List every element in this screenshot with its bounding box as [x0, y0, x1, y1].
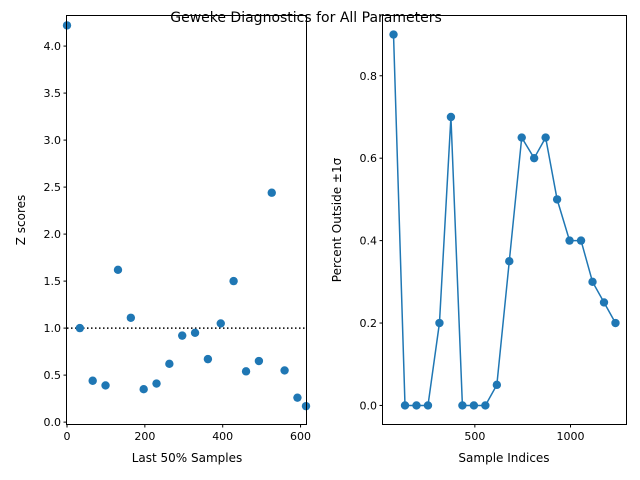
data-point — [152, 379, 161, 388]
y-tick-label: 0.0 — [360, 399, 378, 412]
left-axes-frame — [66, 15, 307, 425]
data-point — [190, 328, 200, 338]
data-point — [541, 133, 550, 142]
x-tick-label: 200 — [134, 430, 155, 443]
y-tick-label: 0.0 — [44, 416, 62, 429]
data-point — [423, 401, 433, 410]
data-point — [280, 366, 289, 375]
data-point — [75, 323, 85, 333]
data-point — [203, 354, 213, 364]
data-point — [565, 236, 574, 245]
right-chart-ticks: 500 1000 0.0 0.2 0.4 0.6 0.8 — [360, 70, 585, 443]
data-point — [241, 367, 251, 376]
data-point — [412, 401, 421, 410]
data-point — [178, 331, 187, 340]
y-tick-label: 4.0 — [44, 40, 62, 53]
data-point — [529, 153, 539, 163]
data-point — [216, 319, 225, 328]
data-point — [469, 401, 479, 410]
data-point — [293, 393, 302, 402]
right-xlabel: Sample Indices — [458, 451, 549, 465]
x-tick-label: 400 — [212, 430, 233, 443]
x-tick-label: 0 — [64, 430, 71, 443]
data-point — [611, 318, 620, 328]
data-point — [588, 277, 597, 287]
data-point — [517, 133, 526, 142]
left-xlabel: Last 50% Samples — [132, 451, 243, 465]
data-point — [458, 401, 467, 410]
left-chart-marks — [62, 21, 311, 411]
left-chart-zscores: 0 200 400 600 0.0 0.5 1.0 1.5 2.0 2.5 3.0 3.5 4.0 La… — [14, 15, 312, 465]
data-point — [229, 276, 238, 286]
data-point — [113, 265, 123, 275]
x-tick-label: 1000 — [557, 430, 585, 443]
y-tick-label: 0.2 — [360, 317, 378, 330]
y-tick-label: 0.6 — [360, 152, 378, 165]
data-point — [101, 381, 110, 390]
data-point — [576, 236, 586, 245]
data-point — [267, 188, 276, 197]
data-point — [552, 195, 562, 204]
data-point — [481, 401, 490, 410]
data-point — [139, 385, 148, 394]
right-axes-frame — [382, 15, 627, 425]
data-point — [446, 112, 456, 122]
right-chart-marks — [389, 30, 620, 410]
y-tick-label: 0.8 — [360, 70, 378, 83]
y-tick-label: 1.0 — [44, 322, 62, 335]
data-point — [505, 257, 514, 266]
x-tick-label: 500 — [464, 430, 485, 443]
data-point — [389, 30, 398, 39]
y-tick-label: 0.5 — [44, 369, 62, 382]
data-point — [492, 380, 502, 390]
data-point — [435, 318, 444, 328]
x-tick-label: 600 — [290, 430, 311, 443]
right-ylabel: Percent Outside ±1σ — [330, 157, 344, 282]
series-line — [392, 34, 617, 407]
y-tick-label: 3.0 — [44, 134, 62, 147]
data-point — [254, 356, 264, 366]
data-point — [400, 401, 410, 410]
y-tick-label: 1.5 — [44, 275, 62, 288]
data-point — [88, 376, 97, 385]
y-tick-label: 3.5 — [44, 87, 62, 100]
data-point — [126, 313, 136, 322]
left-ylabel: Z scores — [14, 195, 28, 246]
data-point — [599, 298, 609, 307]
left-chart-ticks: 0 200 400 600 0.0 0.5 1.0 1.5 2.0 2.5 3.0 3.5 4.0 — [44, 40, 312, 443]
right-chart-percent-outside: 500 1000 0.0 0.2 0.4 0.6 0.8 Sample Indices Pe… — [330, 15, 627, 465]
y-tick-label: 0.4 — [360, 235, 378, 248]
data-point — [165, 359, 174, 369]
y-tick-label: 2.5 — [44, 181, 62, 194]
y-tick-label: 2.0 — [44, 228, 62, 241]
